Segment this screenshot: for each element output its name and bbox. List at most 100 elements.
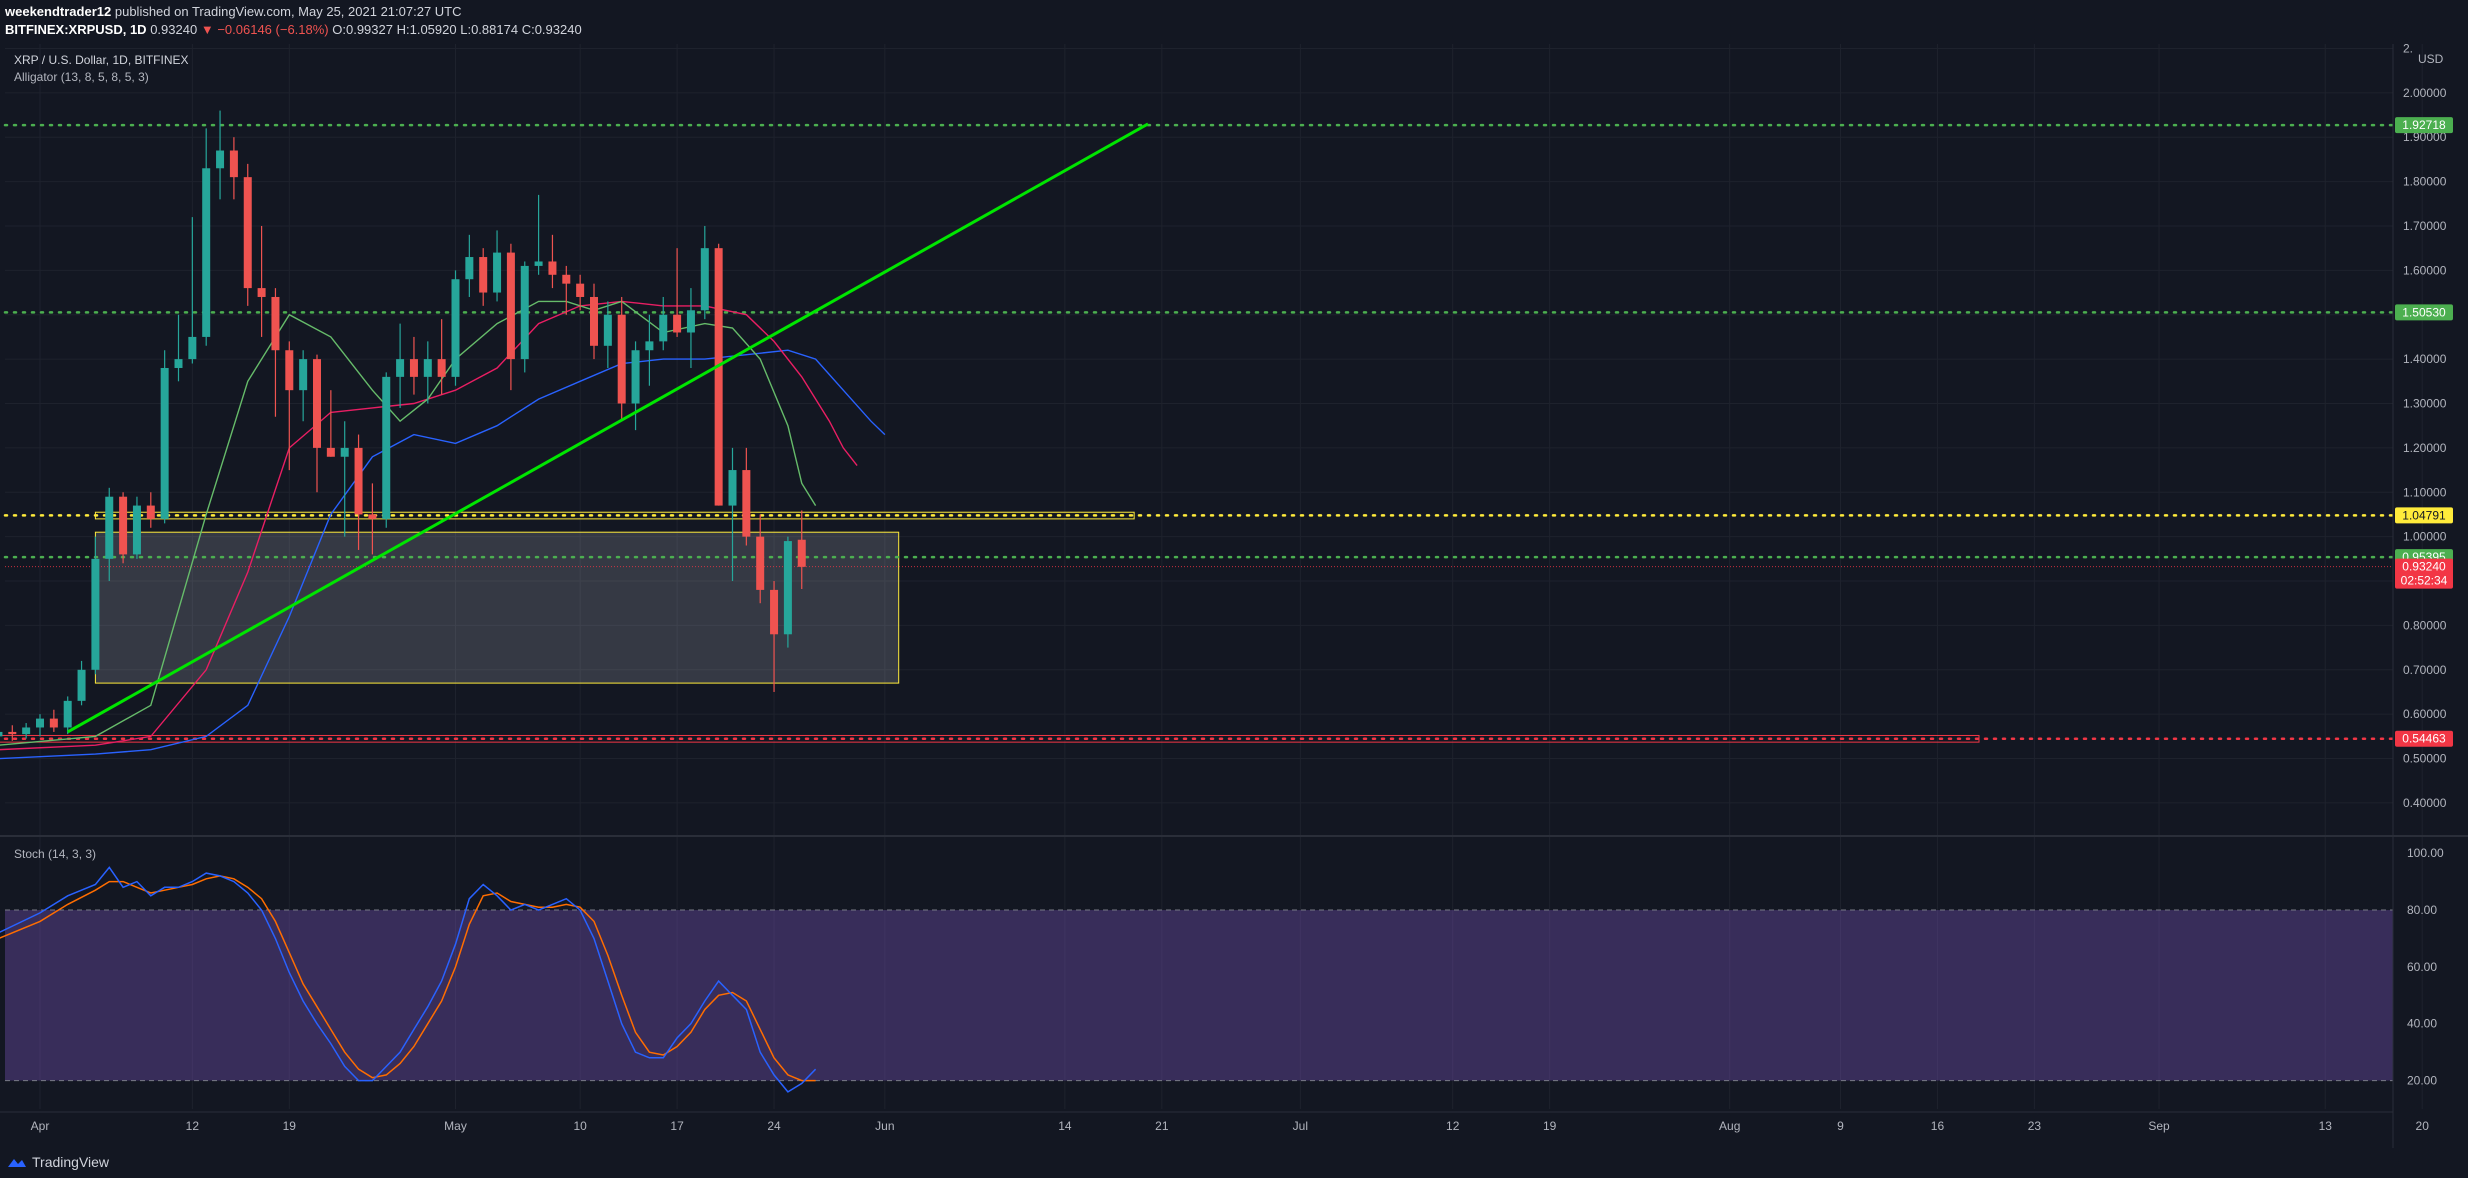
time-tick-label: 24 bbox=[767, 1119, 781, 1133]
candle-body bbox=[396, 359, 405, 377]
candle-body bbox=[686, 310, 695, 333]
axes: 2. 2.00000 1.90000 1.80000 1.70000 1.60000 1.5… bbox=[0, 44, 2468, 1148]
level-price-label: 0.54463 bbox=[2402, 732, 2446, 746]
candle-body bbox=[368, 514, 377, 519]
publication-line: weekendtrader12 published on TradingView… bbox=[5, 4, 462, 19]
candle-body bbox=[409, 359, 418, 377]
time-tick-label: Sep bbox=[2148, 1119, 2170, 1133]
rectangle-zone bbox=[94, 531, 900, 684]
time-tick-label: Aug bbox=[1719, 1119, 1740, 1133]
candle-body bbox=[49, 718, 58, 728]
time-tick-label: 16 bbox=[1931, 1119, 1945, 1133]
candle-body bbox=[22, 727, 31, 735]
symbol-quote-line: BITFINEX:XRPUSD, 1D 0.93240 ▼ −0.06146 (… bbox=[5, 22, 582, 37]
alligator-legend: Alligator (13, 8, 5, 8, 5, 3) bbox=[14, 70, 149, 84]
candle-body bbox=[174, 359, 183, 368]
price-tick-label: 2.00000 bbox=[2403, 86, 2447, 100]
price-tick-label: 0.80000 bbox=[2403, 618, 2447, 632]
last-price-label: 0.93240 bbox=[2402, 560, 2446, 574]
price-tick-label: 1.20000 bbox=[2403, 441, 2447, 455]
publication-header: weekendtrader12 published on TradingView… bbox=[0, 0, 2468, 44]
candle-body bbox=[313, 359, 321, 448]
ohlc-low: L:0.88174 bbox=[460, 22, 518, 37]
candle-body bbox=[493, 252, 502, 293]
candle-body bbox=[63, 700, 72, 728]
chart-title: XRP / U.S. Dollar, 1D, BITFINEX bbox=[14, 53, 189, 67]
stochastic-pane bbox=[0, 866, 2393, 1093]
time-tick-label: 9 bbox=[1837, 1119, 1844, 1133]
level-price-badge bbox=[2395, 304, 2453, 321]
last-price-badge bbox=[2395, 558, 2453, 589]
trendline bbox=[66, 122, 1149, 734]
candle-body bbox=[105, 496, 114, 559]
time-tick-label: 19 bbox=[1543, 1119, 1557, 1133]
candle-body bbox=[673, 314, 682, 333]
candle-body bbox=[700, 248, 709, 311]
time-tick-label: Jul bbox=[1293, 1119, 1308, 1133]
price-chart[interactable]: 2. 2.00000 1.90000 1.80000 1.70000 1.60000 1.5… bbox=[0, 44, 2468, 1148]
price-tick-label: 1.60000 bbox=[2403, 263, 2447, 277]
candle-body bbox=[576, 283, 585, 297]
symbol-name: BITFINEX:XRPUSD, 1D bbox=[5, 22, 147, 37]
author-name[interactable]: weekendtrader12 bbox=[5, 4, 112, 19]
price-tick-label: 1.00000 bbox=[2403, 530, 2447, 544]
stochastic-tick-label: 60.00 bbox=[2407, 960, 2437, 974]
stochastic-tick-label: 20.00 bbox=[2407, 1074, 2437, 1088]
candle-body bbox=[548, 261, 557, 275]
candle-body bbox=[160, 367, 169, 519]
time-tick-label: 20 bbox=[2416, 1119, 2430, 1133]
level-price-label: 1.92718 bbox=[2402, 118, 2446, 132]
candle-body bbox=[437, 359, 446, 377]
price-tick-label: 0.60000 bbox=[2403, 707, 2447, 721]
candle-body bbox=[479, 257, 488, 293]
time-tick-label: 23 bbox=[2028, 1119, 2042, 1133]
candle-body bbox=[645, 341, 654, 351]
brand-label[interactable]: TradingView bbox=[32, 1154, 110, 1170]
stochastic-tick-label: 80.00 bbox=[2407, 903, 2437, 917]
price-tick-label: 1.30000 bbox=[2403, 396, 2447, 410]
candle-body bbox=[202, 168, 211, 337]
level-price-label: 1.04791 bbox=[2402, 508, 2446, 522]
candle-body bbox=[77, 669, 86, 701]
candle-body bbox=[617, 314, 626, 404]
candle-body bbox=[631, 350, 640, 404]
price-tick-label: 2. bbox=[2403, 44, 2413, 55]
candle-body bbox=[132, 505, 141, 555]
candle-body bbox=[91, 558, 100, 670]
trendline-drawing[interactable] bbox=[66, 122, 1149, 734]
candle-body bbox=[603, 314, 612, 346]
time-tick-label: 12 bbox=[186, 1119, 200, 1133]
down-arrow-icon: ▼ bbox=[200, 22, 214, 37]
candle-body bbox=[742, 470, 751, 537]
countdown-label: 02:52:34 bbox=[2401, 574, 2448, 588]
ohlc-open-value: O:0.99327 bbox=[332, 22, 393, 37]
footer-bar: TradingView bbox=[0, 1148, 2468, 1178]
candle-body bbox=[299, 359, 308, 391]
chart-background bbox=[0, 44, 2468, 1148]
candle-body bbox=[770, 589, 779, 635]
level-price-label: 1.50530 bbox=[2402, 305, 2446, 319]
stochastic-legend: Stoch (14, 3, 3) bbox=[14, 847, 96, 861]
ohlc-high: H:1.05920 bbox=[397, 22, 457, 37]
candle-body bbox=[423, 359, 432, 377]
time-tick-label: 21 bbox=[1155, 1119, 1169, 1133]
candle-body bbox=[354, 447, 363, 515]
time-tick-label: 14 bbox=[1058, 1119, 1072, 1133]
candle-body bbox=[520, 265, 529, 360]
time-tick-label: 19 bbox=[283, 1119, 297, 1133]
candle-body bbox=[451, 279, 460, 377]
candle-body bbox=[8, 731, 17, 735]
ohlc-open: O:0.99327 bbox=[332, 22, 393, 37]
candle-body bbox=[146, 505, 155, 519]
time-tick-label: 13 bbox=[2319, 1119, 2333, 1133]
candle-body bbox=[257, 288, 266, 297]
candle-body bbox=[465, 257, 474, 280]
horizontal-levels bbox=[3, 123, 2395, 740]
ohlc-close-value: C:0.93240 bbox=[521, 22, 582, 37]
ohlc-close: C:0.93240 bbox=[522, 22, 582, 37]
candle-body bbox=[728, 470, 737, 506]
price-tick-label: 1.80000 bbox=[2403, 175, 2447, 189]
price-tick-label: 1.10000 bbox=[2403, 485, 2447, 499]
time-tick-label: 17 bbox=[670, 1119, 684, 1133]
candle-body bbox=[36, 718, 44, 728]
